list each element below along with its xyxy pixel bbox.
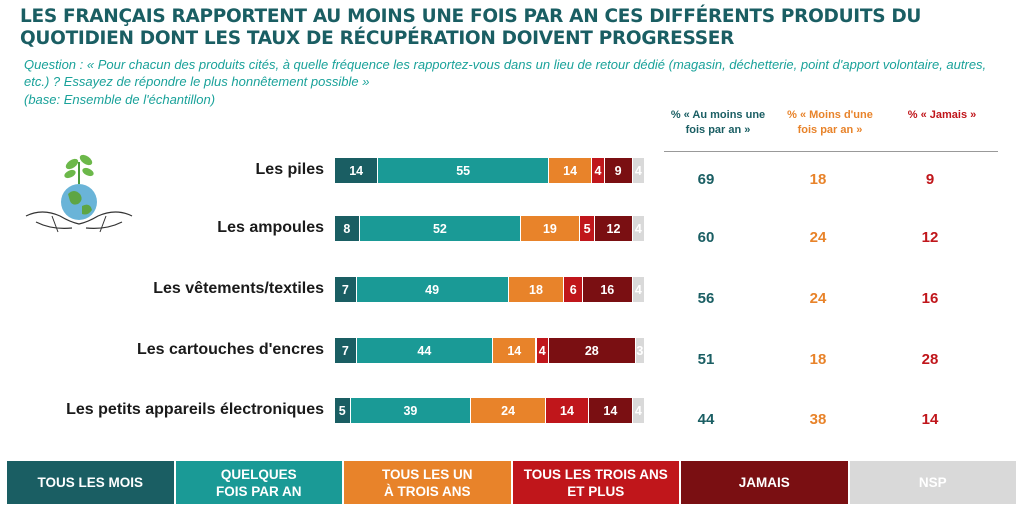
bar-segment: 49 (356, 277, 508, 302)
survey-question: Question : « Pour chacun des produits ci… (24, 57, 987, 89)
bar-segment: 16 (583, 277, 632, 302)
globe-plant-hands-icon (25, 154, 133, 233)
bar-segment: 4 (536, 338, 548, 363)
category-label: Les petits appareils électroniques (66, 401, 324, 418)
bar-segment: 14 (493, 338, 536, 363)
chart-title: LES FRANÇAIS RAPPORTENT AU MOINS UNE FOI… (20, 6, 922, 49)
sample-base: (base: Ensemble de l'échantillon) (24, 92, 216, 107)
legend-item: JAMAIS (681, 461, 850, 504)
bar-segment: 39 (350, 398, 471, 423)
category-label: Les ampoules (217, 219, 324, 236)
bar-segment: 7 (335, 338, 356, 363)
legend-item: TOUS LES TROIS ANS ET PLUS (512, 461, 681, 504)
summary-value: 51 (697, 351, 715, 368)
bar-segment: 7 (335, 277, 356, 302)
summary-value: 69 (697, 171, 715, 188)
summary-value: 60 (697, 229, 715, 246)
bar-segment: 44 (356, 338, 493, 363)
bar-segment: 3 (635, 338, 644, 363)
bar-segment: 28 (548, 338, 635, 363)
bar-segment: 14 (335, 158, 378, 183)
summary-value: 12 (921, 229, 939, 246)
bar-segment: 19 (521, 216, 579, 241)
bar-segment: 24 (471, 398, 545, 423)
header-divider (664, 151, 998, 152)
bar-segment: 14 (589, 398, 632, 423)
column-header-jamais: % « Jamais » (907, 109, 977, 121)
legend-item: TOUS LES MOIS (7, 461, 176, 504)
bar-segment: 4 (632, 277, 644, 302)
bar-segment: 18 (508, 277, 564, 302)
summary-value: 44 (697, 411, 715, 428)
summary-value: 24 (809, 290, 827, 307)
bar-segment: 9 (604, 158, 632, 183)
bar-segment: 4 (632, 216, 644, 241)
bar-segment: 14 (548, 158, 592, 183)
column-header-moins-d-une-fois: % « Moins d'une fois par an » (787, 109, 873, 136)
bar-segment: 4 (592, 158, 604, 183)
summary-value: 18 (809, 171, 827, 188)
bar-segment: 6 (564, 277, 582, 302)
category-label: Les piles (255, 161, 324, 178)
bar-segment: 5 (335, 398, 350, 423)
category-label: Les vêtements/textiles (153, 280, 324, 297)
legend-item: TOUS LES UN À TROIS ANS (344, 461, 513, 504)
legend-item: QUELQUES FOIS PAR AN (175, 461, 344, 504)
bar-segment: 55 (378, 158, 548, 183)
bar-segment: 8 (335, 216, 359, 241)
bar-segment: 4 (632, 158, 644, 183)
summary-value: 56 (697, 290, 715, 307)
summary-value: 28 (921, 351, 939, 368)
summary-value: 14 (921, 411, 939, 428)
bar-segment: 12 (595, 216, 632, 241)
bar-segment: 4 (632, 398, 644, 423)
summary-value: 16 (921, 290, 939, 307)
summary-value: 38 (809, 411, 827, 428)
bar-segment: 52 (359, 216, 520, 241)
bar-segment: 14 (545, 398, 589, 423)
bar-segment: 5 (579, 216, 595, 241)
summary-value: 18 (809, 351, 827, 368)
category-label: Les cartouches d'encres (137, 341, 324, 358)
summary-value: 24 (809, 229, 827, 246)
summary-value: 9 (925, 171, 935, 188)
column-header-au-moins-une-fois: % « Au moins une fois par an » (670, 109, 766, 136)
legend-item: NSP (849, 461, 1018, 504)
